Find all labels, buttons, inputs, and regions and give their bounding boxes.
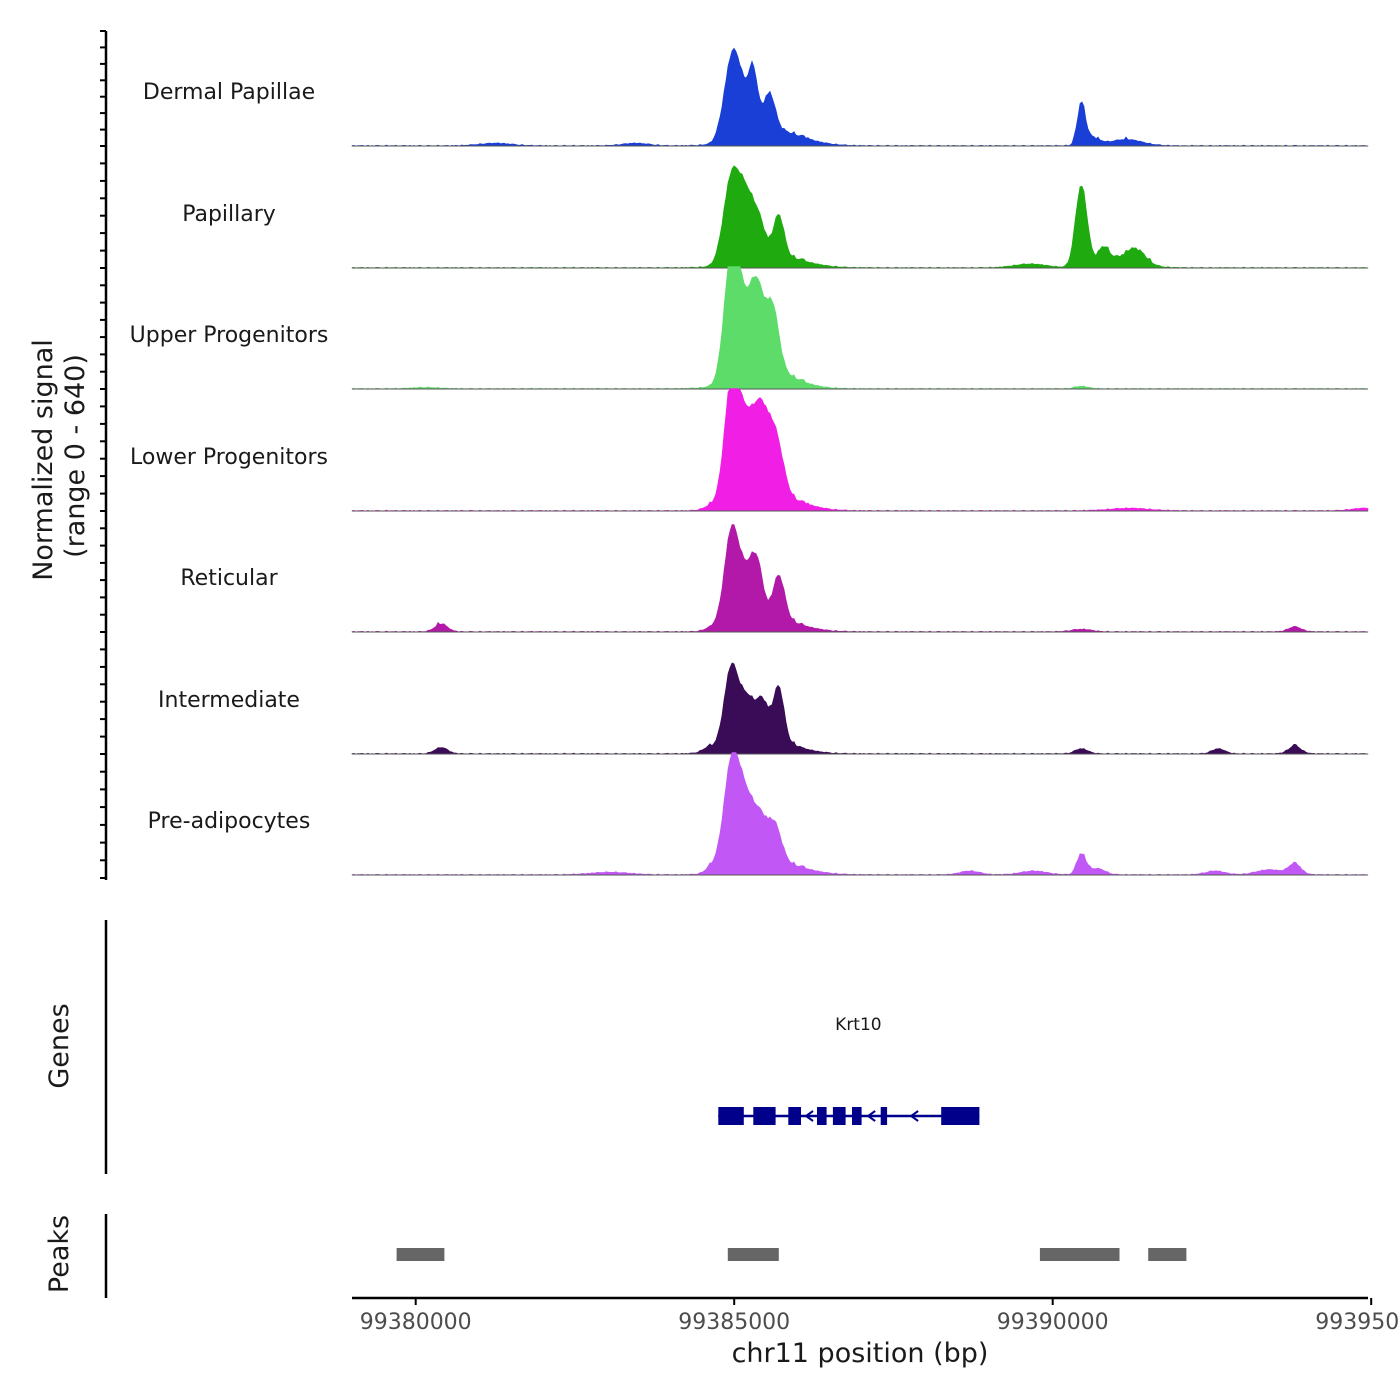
track-label: Intermediate <box>158 688 300 713</box>
gene-track: Krt10 <box>104 920 980 1174</box>
coverage-track: Pre-adipocytes <box>148 752 1369 876</box>
track-label: Papillary <box>182 202 276 227</box>
coverage-area <box>351 662 1369 755</box>
gene-exon <box>788 1107 801 1125</box>
coverage-track: Papillary <box>182 165 1369 269</box>
gene-exon <box>880 1107 888 1125</box>
track-label: Pre-adipocytes <box>148 809 311 834</box>
coverage-track: Dermal Papillae <box>143 47 1369 147</box>
signal-y-axis <box>100 30 108 880</box>
peak-region <box>396 1248 445 1261</box>
peak-region <box>727 1248 779 1261</box>
coverage-track: Reticular <box>180 524 1369 633</box>
genes-track-title: Genes <box>44 1003 75 1088</box>
coverage-area <box>351 165 1369 269</box>
strand-arrow <box>866 1110 876 1122</box>
coverage-track: Upper Progenitors <box>130 266 1369 390</box>
coverage-area <box>351 47 1369 147</box>
coverage-area <box>351 388 1369 512</box>
gene-name-label: Krt10 <box>835 1015 881 1035</box>
x-tick-label: 99380000 <box>360 1310 472 1335</box>
coverage-area <box>351 524 1369 633</box>
coverage-track: Lower Progenitors <box>130 388 1369 512</box>
x-axis-title: chr11 position (bp) <box>732 1338 989 1369</box>
gene-exon <box>753 1107 776 1125</box>
coverage-track: Intermediate <box>158 662 1369 755</box>
track-label: Upper Progenitors <box>130 323 329 348</box>
coverage-area <box>351 752 1369 876</box>
x-tick-label: 99385000 <box>678 1310 790 1335</box>
x-tick-label: 99390000 <box>997 1310 1109 1335</box>
peak-track <box>104 1214 1187 1298</box>
peak-region <box>1148 1248 1187 1261</box>
track-label: Lower Progenitors <box>130 445 328 470</box>
x-tick-label: 99395000 <box>1315 1310 1400 1335</box>
track-label: Reticular <box>180 566 278 591</box>
gene-exon <box>852 1107 862 1125</box>
strand-arrow <box>804 1110 814 1122</box>
strand-arrow <box>909 1110 919 1122</box>
y-axis-title: Normalized signal <box>28 339 59 581</box>
coverage-tracks: Dermal Papillae Papillary Upper Progenitor… <box>130 47 1369 876</box>
y-axis-range-label: (range 0 - 640) <box>60 354 91 558</box>
gene-exon <box>718 1107 744 1125</box>
peaks-track-title: Peaks <box>44 1215 75 1293</box>
gene-exon <box>941 1107 980 1125</box>
gene-exon <box>832 1107 846 1125</box>
track-label: Dermal Papillae <box>143 80 315 105</box>
x-axis: 99380000 99385000 99390000 99395000 <box>352 1296 1400 1335</box>
coverage-area <box>351 266 1369 390</box>
peak-region <box>1039 1248 1120 1261</box>
gene-exon <box>817 1107 827 1125</box>
